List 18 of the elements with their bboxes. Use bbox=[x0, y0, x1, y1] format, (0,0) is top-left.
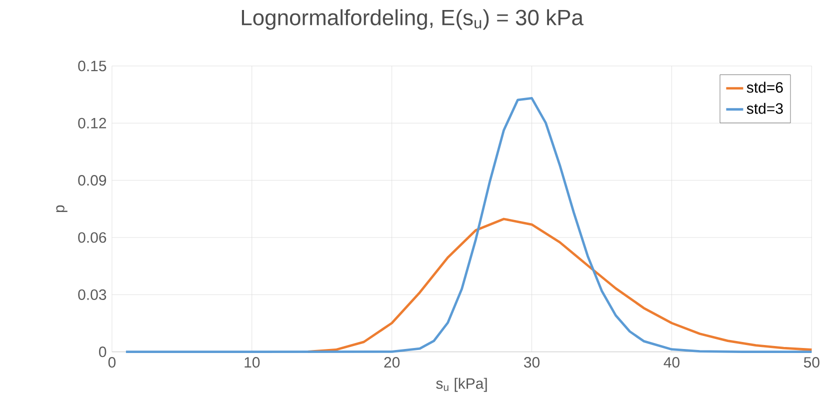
y-tick-label: 0.12 bbox=[78, 118, 106, 129]
x-tick-label: 0 bbox=[108, 357, 116, 368]
y-tick-label: 0 bbox=[99, 346, 106, 358]
x-tick-label: 30 bbox=[524, 357, 540, 368]
x-tick-label: 40 bbox=[664, 357, 680, 368]
x-tick-label: 10 bbox=[244, 357, 260, 368]
y-tick-label: 0.09 bbox=[78, 175, 106, 186]
x-tick-label: 50 bbox=[804, 357, 820, 368]
legend-label: std=6 bbox=[746, 82, 783, 93]
legend-label: std=3 bbox=[746, 102, 783, 114]
y-axis-title: p bbox=[56, 205, 68, 212]
chart-title: Lognormalfordeling, E(s$_{u}$) = 30 kPa bbox=[242, 9, 584, 30]
y-tick-label: 0.06 bbox=[78, 232, 106, 243]
x-tick-label: 20 bbox=[384, 357, 400, 368]
x-axis-title: s$_{u}$ [kPa] bbox=[436, 378, 487, 392]
y-tick-label: 0.15 bbox=[78, 60, 106, 72]
line-series bbox=[124, 97, 813, 354]
y-tick-label: 0.03 bbox=[78, 289, 106, 300]
